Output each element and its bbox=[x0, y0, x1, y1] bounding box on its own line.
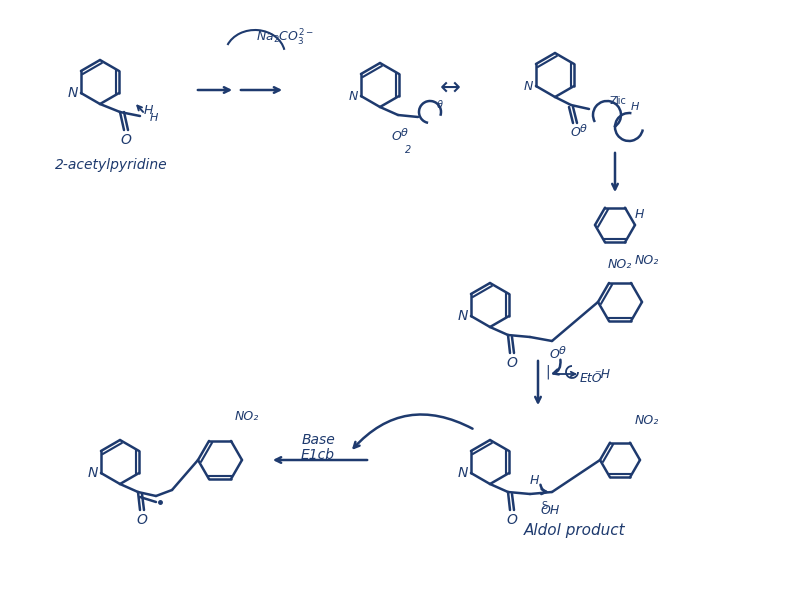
Text: |: | bbox=[546, 365, 550, 379]
Text: O: O bbox=[570, 126, 580, 140]
Text: 2: 2 bbox=[405, 145, 411, 155]
Text: O: O bbox=[506, 513, 518, 527]
Text: $Na_2CO_3^{2-}$: $Na_2CO_3^{2-}$ bbox=[256, 28, 314, 48]
Text: O: O bbox=[391, 131, 401, 143]
Text: OH: OH bbox=[540, 503, 560, 517]
Text: θ: θ bbox=[401, 128, 407, 138]
Text: ⁻H: ⁻H bbox=[594, 367, 610, 380]
Text: O: O bbox=[549, 349, 559, 361]
Text: N: N bbox=[88, 466, 98, 480]
Text: O: O bbox=[506, 356, 518, 370]
Text: E1cb: E1cb bbox=[301, 448, 335, 462]
Text: H: H bbox=[530, 474, 538, 486]
Text: θ: θ bbox=[437, 100, 443, 110]
Text: 2-acetylpyridine: 2-acetylpyridine bbox=[55, 158, 168, 172]
Text: NO₂: NO₂ bbox=[635, 414, 659, 426]
Text: N: N bbox=[68, 86, 78, 100]
Text: NO₂: NO₂ bbox=[608, 258, 632, 272]
Text: N: N bbox=[348, 90, 358, 102]
Text: O: O bbox=[121, 133, 131, 147]
Text: N: N bbox=[458, 466, 468, 480]
Text: Z: Z bbox=[609, 96, 617, 106]
Text: N: N bbox=[458, 309, 468, 323]
Text: NO₂: NO₂ bbox=[235, 409, 259, 423]
Text: N: N bbox=[523, 79, 533, 93]
Text: Base: Base bbox=[301, 433, 335, 447]
Text: H: H bbox=[631, 102, 639, 112]
Text: S: S bbox=[541, 501, 547, 511]
Text: O: O bbox=[137, 513, 147, 527]
Text: θ: θ bbox=[580, 124, 586, 134]
Text: H: H bbox=[143, 104, 153, 117]
Text: EtO: EtO bbox=[580, 371, 602, 385]
Text: Aldol product: Aldol product bbox=[524, 523, 626, 538]
Text: lic: lic bbox=[615, 96, 626, 106]
Text: θ: θ bbox=[558, 346, 566, 356]
Text: H: H bbox=[634, 208, 644, 222]
Text: H: H bbox=[150, 113, 158, 123]
Text: NO₂: NO₂ bbox=[635, 253, 659, 267]
Text: ↔: ↔ bbox=[439, 76, 461, 100]
